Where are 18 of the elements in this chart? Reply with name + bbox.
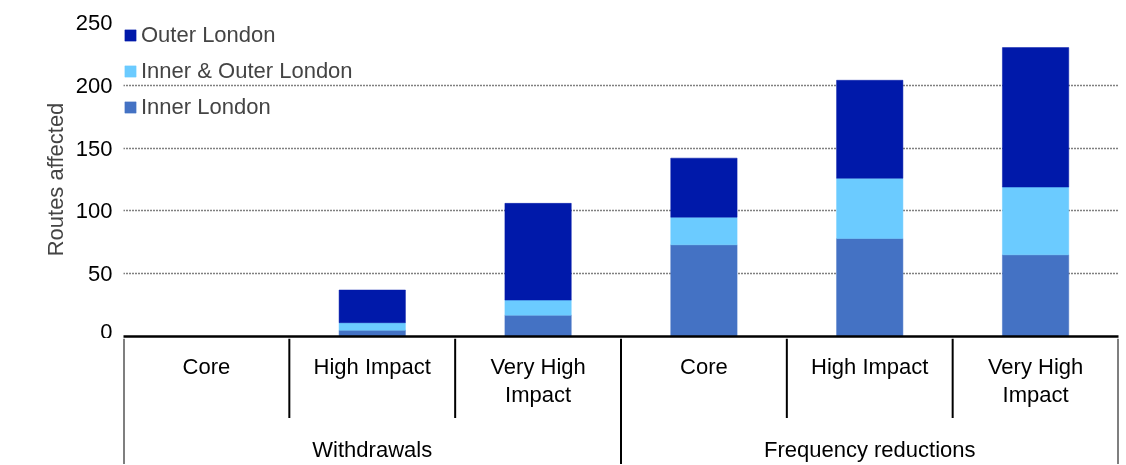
x-tick-label: High Impact (313, 353, 431, 379)
text: Withdrawals (312, 436, 433, 462)
y-tick-label: 200 (75, 72, 113, 98)
legend-label: Outer London (141, 22, 276, 48)
x-tick-label: Very High Impact (987, 353, 1084, 408)
y-tick-label: 150 (75, 135, 113, 161)
x-tick-label: Core (182, 353, 231, 379)
y-tick-label: 50 (88, 261, 113, 287)
y-tick-label: 250 (75, 10, 113, 35)
y-tick-label: 0 (100, 318, 113, 344)
legend-label: Inner London (141, 94, 271, 120)
x-tick-label: Very High Impact (490, 353, 586, 408)
y-axis-title: Routes affected (42, 102, 68, 257)
x-tick-label: Core (680, 353, 728, 379)
legend-label: Inner & Outer London (141, 58, 353, 84)
y-tick-label: 100 (75, 198, 113, 224)
x-tick-label: High Impact (811, 353, 929, 379)
text: Frequency reductions (763, 436, 976, 462)
